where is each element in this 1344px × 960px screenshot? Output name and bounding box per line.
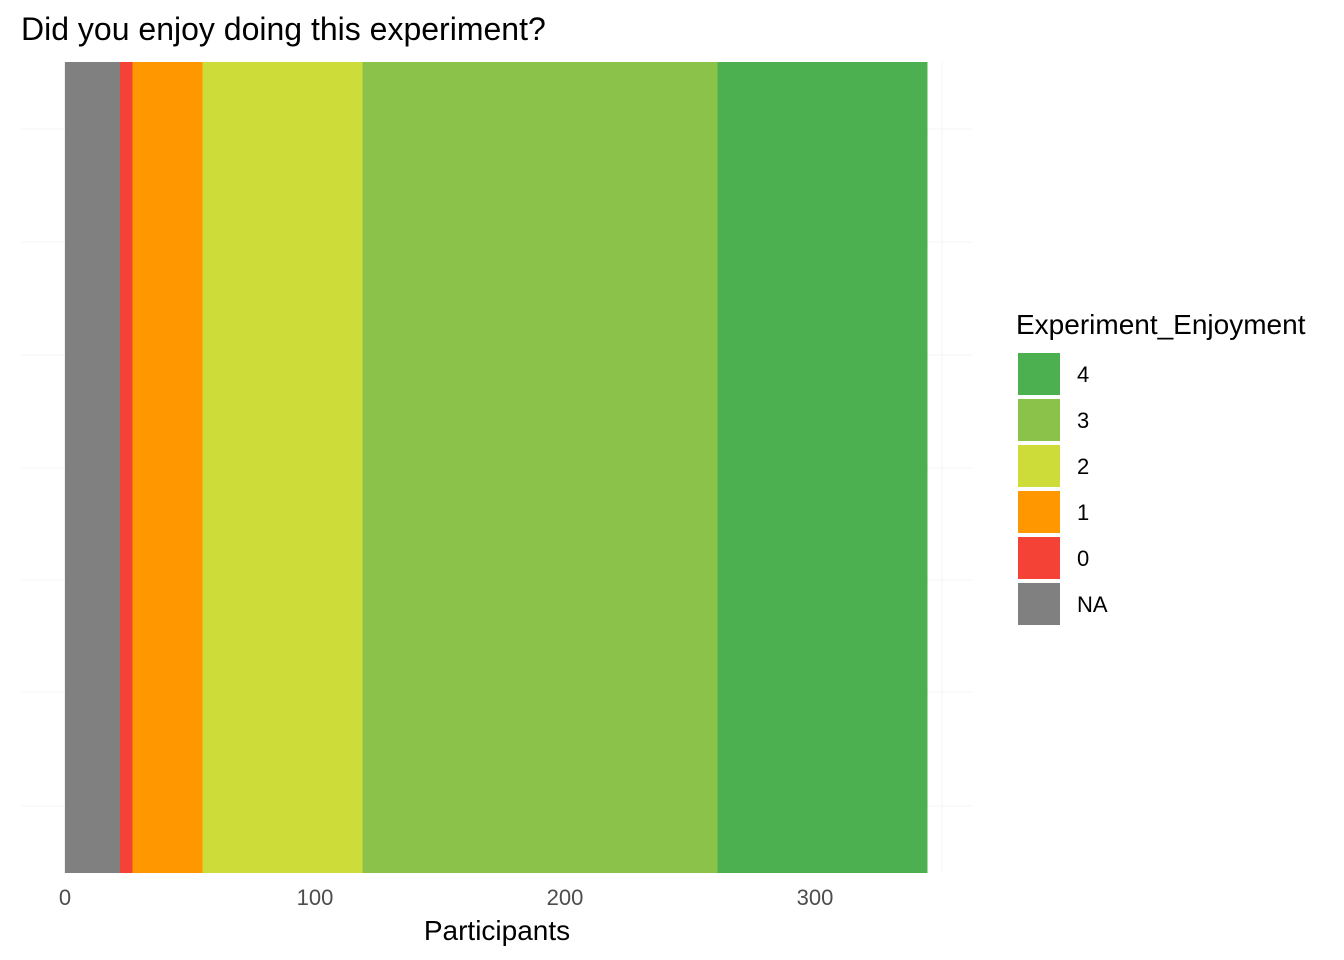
legend-items: 4 3 2 1 0 NA [1018, 353, 1108, 625]
x-axis-title: Participants [424, 915, 570, 946]
legend-key-3 [1018, 399, 1060, 441]
bar-segment-1 [132, 62, 203, 873]
legend-key-4 [1018, 353, 1060, 395]
bar-segment-2 [202, 62, 363, 873]
bar-segment-4 [717, 62, 928, 873]
legend-title: Experiment_Enjoyment [1016, 309, 1306, 340]
bar-segment-0 [120, 62, 133, 873]
x-tick-label: 100 [297, 885, 334, 910]
legend-label-2: 2 [1077, 454, 1089, 479]
stacked-bar [65, 62, 928, 873]
bar-segment-na [65, 62, 120, 873]
legend-key-1 [1018, 491, 1060, 533]
legend-label-1: 1 [1077, 500, 1089, 525]
x-tick-label: 300 [797, 885, 834, 910]
legend: Experiment_Enjoyment 4 3 2 1 0 NA [1016, 309, 1306, 625]
legend-label-4: 4 [1077, 362, 1089, 387]
chart-title: Did you enjoy doing this experiment? [21, 11, 546, 47]
legend-label-3: 3 [1077, 408, 1089, 433]
legend-key-0 [1018, 537, 1060, 579]
legend-label-na: NA [1077, 592, 1108, 617]
x-tick-label: 0 [59, 885, 71, 910]
x-axis-ticks: 0 100 200 300 [59, 885, 833, 910]
legend-key-2 [1018, 445, 1060, 487]
legend-key-na [1018, 583, 1060, 625]
x-tick-label: 200 [547, 885, 584, 910]
legend-label-0: 0 [1077, 546, 1089, 571]
bar-segment-3 [362, 62, 718, 873]
